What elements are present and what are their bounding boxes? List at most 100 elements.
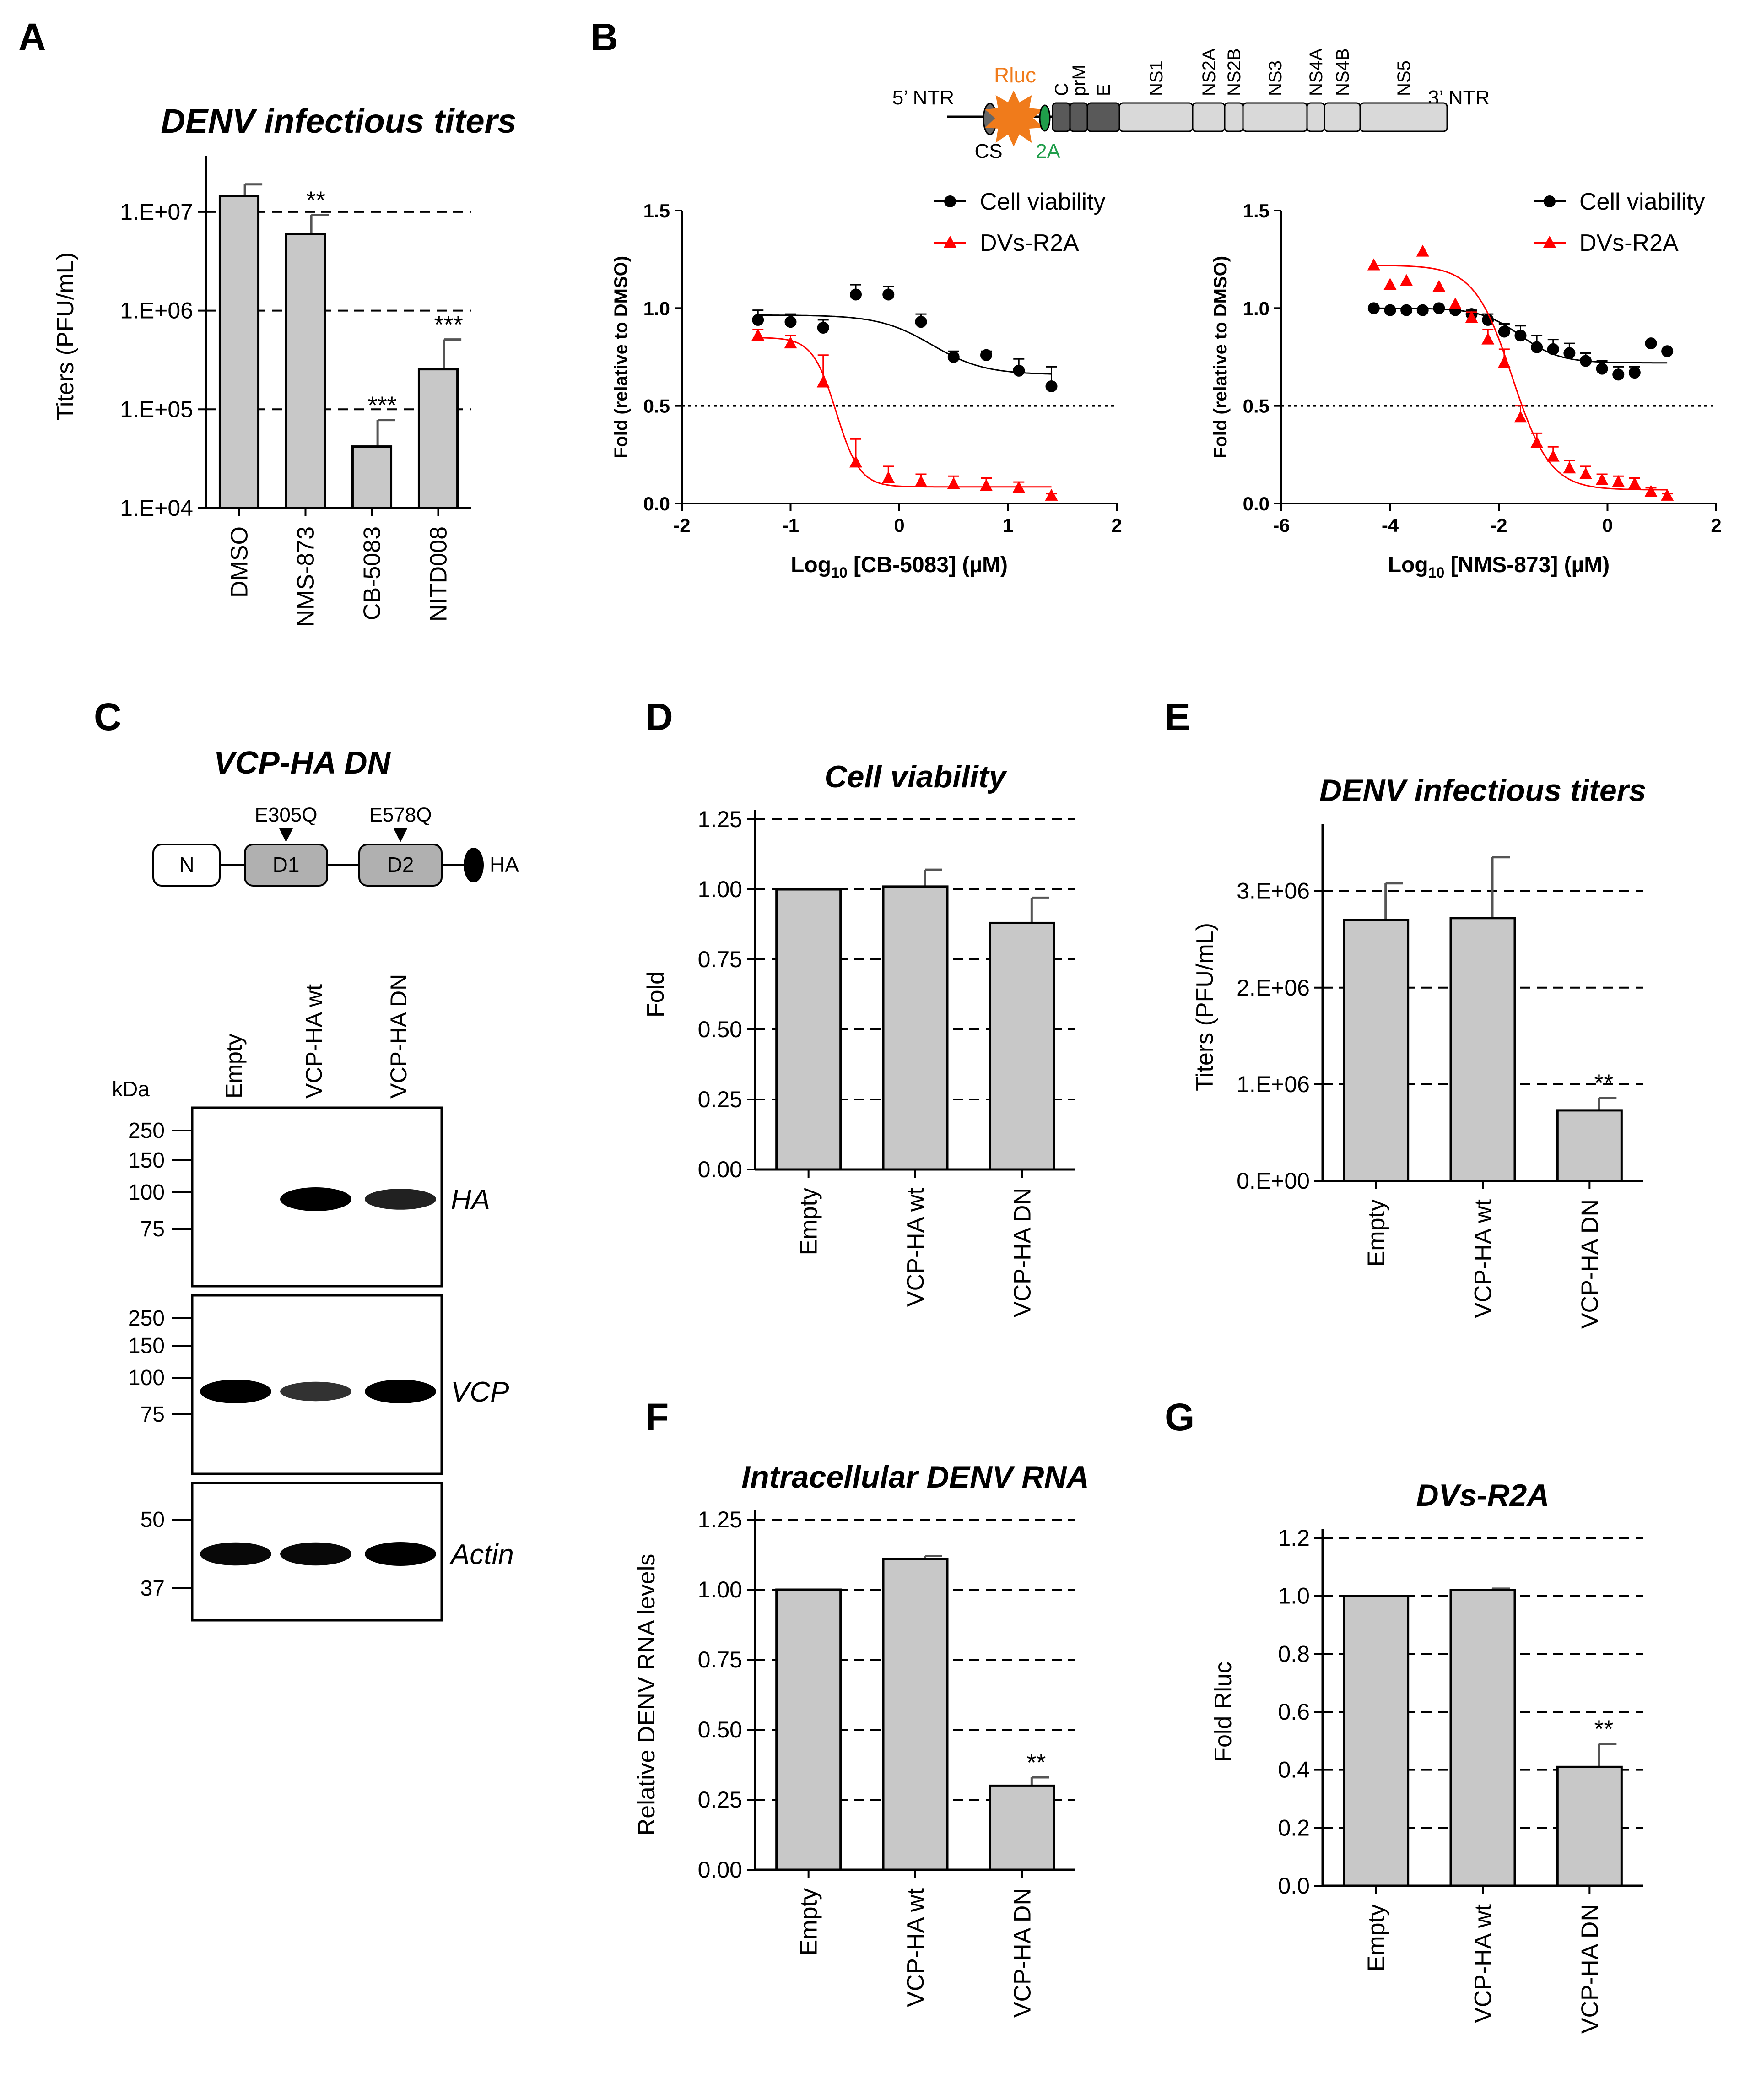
y-tick-label: 0.6 xyxy=(1278,1699,1310,1725)
bar xyxy=(1556,1765,1623,1887)
panel-letter-a: A xyxy=(18,16,46,59)
x-tick-label: 0 xyxy=(1602,514,1613,536)
y-tick-label: 0.E+00 xyxy=(1237,1168,1310,1194)
marker-label: 50 xyxy=(140,1508,165,1532)
marker-label: 250 xyxy=(128,1119,165,1143)
data-point xyxy=(1612,368,1625,381)
category-label: Empty xyxy=(1363,1904,1390,1971)
chart-title: Intracellular DENV RNA xyxy=(741,1460,1089,1494)
data-point xyxy=(1661,345,1674,357)
bar xyxy=(775,888,842,1171)
data-point xyxy=(1563,347,1576,359)
marker-label: 100 xyxy=(128,1180,165,1205)
data-point xyxy=(751,329,765,341)
category-label: VCP-HA DN xyxy=(1009,1188,1036,1317)
domain-d2-box xyxy=(358,844,443,887)
y-axis-label: Titers (PFU/mL) xyxy=(52,252,79,421)
marker-label: 250 xyxy=(128,1306,165,1331)
data-point xyxy=(947,477,960,489)
twoa-element xyxy=(1039,104,1051,132)
gene-box xyxy=(1069,102,1088,132)
data-point xyxy=(1514,411,1527,423)
data-point xyxy=(1612,475,1625,487)
category-label: CB-5083 xyxy=(359,526,386,620)
y-axis-label: Titers (PFU/mL) xyxy=(1192,923,1218,1091)
bar xyxy=(1556,1109,1623,1182)
panel-b-curve-nms873: 0.0 0.5 1.0 1.5 -6 -4 -2 0 2 Fold (relative to DM… xyxy=(1210,189,1722,581)
data-point xyxy=(1514,330,1527,342)
gene-box xyxy=(1242,102,1308,132)
protein-band xyxy=(280,1187,351,1211)
y-tick-label: 0.5 xyxy=(1243,395,1270,417)
y-tick-label: 0.25 xyxy=(698,1787,742,1813)
y-axis-label: Fold xyxy=(643,971,669,1018)
data-point xyxy=(1465,311,1478,323)
bar xyxy=(882,1558,949,1871)
marker-label: 100 xyxy=(128,1366,165,1390)
panel-e-chart: DENV infectious titers 0.E+00 1.E+06 2.E+06… xyxy=(1192,773,1646,1329)
vcp-domain-title: VCP-HA DN xyxy=(214,745,391,780)
significance-label: ** xyxy=(1026,1749,1046,1776)
y-tick-label: 2.E+06 xyxy=(1237,975,1310,1001)
data-point xyxy=(1546,449,1560,462)
domain-d2-label: D2 xyxy=(387,853,414,877)
data-point xyxy=(882,288,895,301)
data-point xyxy=(1628,367,1641,379)
data-point xyxy=(1580,355,1592,367)
marker-label: 75 xyxy=(140,1402,165,1427)
bar xyxy=(989,921,1055,1171)
category-label: VCP-HA DN xyxy=(1577,1199,1603,1329)
data-point xyxy=(915,316,927,328)
gene-label: NS2B xyxy=(1224,49,1244,97)
category-label: VCP-HA wt xyxy=(1470,1199,1496,1318)
lane-label: VCP-HA wt xyxy=(301,984,327,1099)
marker-label: 37 xyxy=(140,1576,165,1601)
mutation-arrow-2-icon xyxy=(394,828,407,842)
y-tick-label: 0.75 xyxy=(698,947,742,972)
y-axis-label: Fold (relative to DMSO) xyxy=(1210,256,1231,458)
significance-label: ** xyxy=(1594,1716,1613,1743)
panel-letter-f: F xyxy=(645,1396,669,1439)
legend-label: DVs-R2A xyxy=(1579,230,1679,256)
data-point xyxy=(1645,337,1657,350)
x-tick-label: 2 xyxy=(1711,514,1721,536)
category-label: VCP-HA wt xyxy=(902,1888,929,2007)
data-point xyxy=(980,349,992,361)
panel-letter-b: B xyxy=(590,16,618,59)
data-point xyxy=(947,351,960,363)
blot-label: HA xyxy=(451,1184,490,1216)
y-tick-label: 1.E+06 xyxy=(1237,1072,1310,1097)
significance-label: ** xyxy=(306,187,325,214)
data-point xyxy=(1563,461,1576,474)
data-point xyxy=(1416,304,1429,316)
y-tick-label: 1.25 xyxy=(698,1507,742,1532)
x-tick-label: -1 xyxy=(782,514,799,536)
category-label: VCP-HA DN xyxy=(1009,1888,1036,2018)
y-tick-label: 0.2 xyxy=(1278,1815,1310,1840)
fit-curve xyxy=(758,337,1052,488)
x-tick-label: 0 xyxy=(894,514,904,536)
data-point xyxy=(784,316,797,328)
marker-label: 150 xyxy=(128,1148,165,1173)
blot-label: Actin xyxy=(449,1539,514,1570)
legend-marker xyxy=(1543,236,1556,248)
protein-band xyxy=(200,1542,271,1566)
gene-label: C xyxy=(1052,83,1072,96)
data-point xyxy=(1384,304,1396,316)
legend-marker xyxy=(944,195,956,207)
data-point xyxy=(1045,380,1058,392)
panel-letter-e: E xyxy=(1165,695,1190,738)
gene-label: NS4A xyxy=(1306,48,1326,96)
bar xyxy=(285,233,326,509)
data-point xyxy=(1595,473,1609,485)
gene-box xyxy=(1306,102,1325,132)
gene-box xyxy=(1118,102,1194,132)
gene-box xyxy=(1324,102,1361,132)
gene-box xyxy=(1224,102,1244,132)
bar xyxy=(218,195,260,509)
bar xyxy=(775,1588,842,1871)
chart-title: DENV infectious titers xyxy=(1319,773,1646,808)
x-tick-label: -6 xyxy=(1273,514,1290,536)
